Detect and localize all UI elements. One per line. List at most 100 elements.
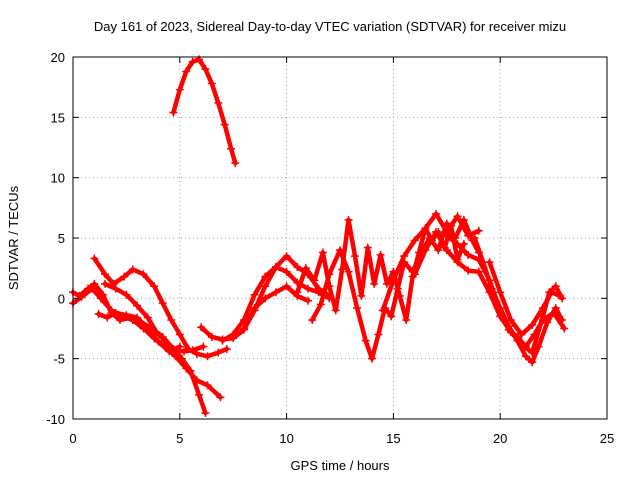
data-point — [261, 272, 270, 281]
y-tick-label: -5 — [53, 352, 65, 367]
data-point — [485, 258, 494, 267]
x-tick-label: 20 — [493, 431, 507, 446]
data-point — [143, 313, 152, 322]
data-point — [250, 303, 259, 312]
data-point — [201, 65, 210, 74]
data-point — [551, 282, 560, 291]
data-point — [314, 284, 323, 293]
data-point — [387, 312, 396, 321]
data-point — [389, 276, 398, 285]
data-point — [101, 270, 110, 279]
series-arc-6 — [169, 55, 240, 168]
data-point — [378, 306, 387, 315]
data-point — [521, 352, 530, 361]
data-series — [69, 55, 569, 417]
data-point — [496, 303, 505, 312]
data-point — [393, 284, 402, 293]
data-point — [111, 308, 120, 317]
data-point — [171, 352, 180, 361]
data-point — [410, 270, 419, 279]
data-point — [308, 316, 317, 325]
data-point — [133, 301, 142, 310]
data-point — [410, 236, 419, 245]
data-point — [470, 234, 479, 242]
series-arc-9 — [239, 282, 312, 333]
data-point — [310, 276, 319, 285]
data-point — [77, 293, 86, 302]
data-point — [175, 85, 184, 94]
data-point — [376, 250, 385, 259]
data-point — [528, 320, 537, 329]
data-point — [199, 342, 208, 351]
y-tick-label: -10 — [46, 412, 65, 427]
data-point — [432, 209, 441, 218]
data-point — [229, 330, 238, 339]
data-point — [400, 252, 409, 261]
data-point — [421, 246, 430, 255]
data-point — [556, 291, 565, 300]
data-point — [301, 264, 310, 273]
data-point — [227, 144, 236, 153]
data-point — [402, 316, 411, 325]
data-point — [336, 246, 344, 255]
data-point — [453, 212, 462, 221]
axis-ticks: 0 5 10 15 20 25 -10 -5 0 5 10 15 20 — [46, 50, 614, 446]
data-point — [192, 376, 201, 385]
data-point — [197, 323, 206, 332]
data-point — [293, 288, 302, 297]
data-point — [143, 324, 152, 333]
data-point — [361, 336, 370, 345]
data-point — [303, 296, 312, 305]
data-point — [261, 282, 270, 291]
data-point — [175, 330, 184, 339]
data-point — [180, 347, 189, 356]
data-point — [363, 243, 372, 252]
series-arc-8 — [218, 252, 334, 345]
data-point — [195, 390, 204, 399]
data-point — [344, 215, 353, 224]
data-point — [453, 240, 462, 249]
data-point — [203, 381, 212, 390]
y-tick-label: 0 — [58, 291, 65, 306]
x-tick-label: 15 — [386, 431, 400, 446]
chart-title: Day 161 of 2023, Sidereal Day-to-day VTE… — [94, 19, 566, 34]
data-point — [182, 364, 191, 373]
data-point — [382, 279, 391, 288]
data-point — [207, 332, 216, 341]
data-point — [175, 342, 184, 351]
data-point — [318, 248, 327, 257]
data-point — [88, 284, 97, 293]
data-point — [558, 316, 567, 325]
data-point — [90, 279, 99, 288]
series-arc-15 — [470, 234, 567, 367]
data-point — [282, 282, 291, 291]
data-point — [182, 67, 191, 76]
data-point — [464, 231, 473, 240]
data-point — [442, 246, 451, 255]
data-point — [374, 330, 383, 339]
data-point — [128, 265, 137, 274]
data-point — [474, 267, 483, 276]
data-point — [271, 288, 280, 297]
data-point — [303, 284, 312, 293]
data-point — [188, 346, 197, 355]
data-point — [293, 262, 302, 271]
series-arc-2 — [69, 284, 225, 402]
data-point — [530, 330, 539, 339]
data-point — [538, 303, 547, 312]
data-point — [353, 303, 362, 312]
data-point — [169, 108, 178, 117]
data-point — [560, 324, 569, 333]
data-point — [271, 262, 280, 271]
data-point — [534, 342, 543, 351]
data-point — [513, 336, 522, 345]
x-axis-label: GPS time / hours — [291, 458, 390, 473]
data-point — [167, 316, 176, 325]
data-point — [517, 330, 526, 339]
series-arc-4 — [101, 279, 208, 356]
data-point — [453, 258, 462, 267]
data-point — [207, 79, 216, 88]
data-point — [464, 266, 473, 275]
grid-lines — [73, 57, 607, 419]
